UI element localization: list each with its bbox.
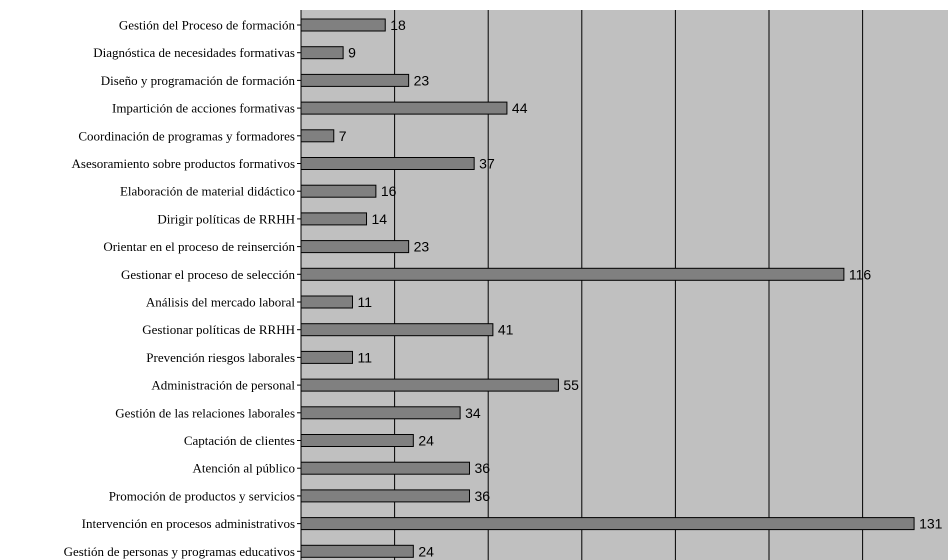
bar [300,434,414,447]
data-label: 116 [849,266,872,282]
data-label: 9 [348,45,356,61]
data-label: 23 [414,239,430,255]
data-label: 24 [418,433,434,449]
category-label: Asesoramiento sobre productos formativos [72,156,295,171]
bar [300,489,470,503]
category-label: Elaboración de material didáctico [120,184,295,199]
category-label: Impartición de acciones formativas [112,101,295,116]
bar [300,295,353,309]
data-label: 11 [357,294,372,310]
data-labels: 18 9 23 44 7 37 16 14 23 116 11 41 11 55 34 24 36 36 131 24 [339,17,943,559]
bar [300,73,410,87]
category-label: Coordinación de programas y formadores [78,128,295,143]
data-label: 11 [357,349,372,365]
bar [300,157,475,170]
category-label: Gestionar políticas de RRHH [142,322,295,337]
data-label: 16 [381,183,397,199]
data-label: 24 [418,543,434,559]
bar [300,544,414,558]
bar [300,406,461,420]
data-label: 55 [563,377,579,393]
category-label: Prevención riesgos laborales [146,350,295,365]
bar [300,240,410,254]
data-label: 14 [372,211,388,227]
bar [300,101,508,115]
category-label: Análisis del mercado laboral [146,295,295,310]
category-label: Gestión del Proceso de formación [119,18,296,33]
category-label: Captación de clientes [184,433,295,448]
bar [300,18,386,32]
category-label: Gestionar el proceso de selección [121,267,295,282]
category-label: Administración de personal [151,378,295,393]
bar [300,129,335,143]
bar [300,46,344,60]
category-label: Atención al público [192,461,295,476]
bar [300,461,470,475]
category-label: Promoción de productos y servicios [109,488,295,503]
data-label: 44 [512,100,528,116]
bar [300,267,845,281]
data-label: 23 [414,72,430,88]
category-label: Diagnóstica de necesidades formativas [93,45,295,60]
bars [297,18,915,558]
bar [300,184,377,198]
category-label: Gestión de personas y programas educativ… [64,544,295,559]
data-label: 37 [479,156,495,172]
category-labels: Gestión del Proceso de formación Diagnóst… [64,18,296,559]
bar [300,350,353,364]
data-label: 34 [465,405,481,421]
bar [300,517,915,531]
category-label: Diseño y programación de formación [101,73,296,88]
category-label: Intervención en procesos administrativos [82,516,295,531]
category-label: Orientar en el proceso de reinserción [103,239,295,254]
bar [300,378,559,392]
data-label: 36 [474,488,490,504]
bar [300,323,494,337]
data-label: 36 [474,460,490,476]
plot-area [301,10,948,560]
data-label: 131 [919,516,943,532]
category-label: Dirigir políticas de RRHH [157,211,295,226]
data-label: 41 [498,322,514,338]
data-label: 7 [339,128,347,144]
bar [300,212,368,226]
data-label: 18 [390,17,406,33]
category-label: Gestión de las relaciones laborales [115,405,295,420]
